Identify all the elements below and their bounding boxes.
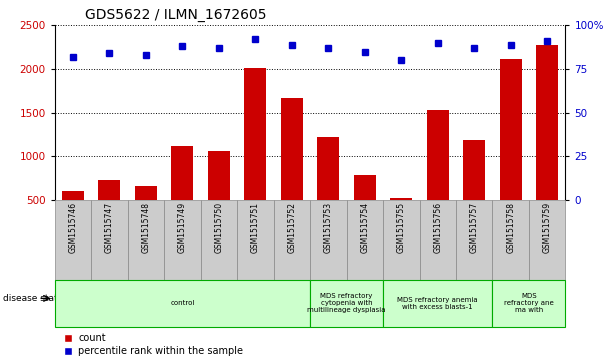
Text: MDS refractory anemia
with excess blasts-1: MDS refractory anemia with excess blasts… xyxy=(398,297,478,310)
Text: GSM1515749: GSM1515749 xyxy=(178,202,187,253)
Bar xyxy=(164,200,201,280)
Bar xyxy=(420,200,456,280)
Bar xyxy=(492,280,565,327)
Text: control: control xyxy=(170,300,195,306)
Bar xyxy=(274,200,310,280)
Text: GSM1515751: GSM1515751 xyxy=(251,202,260,253)
Bar xyxy=(55,200,91,280)
Bar xyxy=(310,280,383,327)
Bar xyxy=(128,200,164,280)
Bar xyxy=(98,180,120,243)
Bar xyxy=(317,137,339,243)
Bar xyxy=(55,280,310,327)
Text: GSM1515747: GSM1515747 xyxy=(105,202,114,253)
Bar xyxy=(91,200,128,280)
Bar xyxy=(347,200,383,280)
Text: GSM1515746: GSM1515746 xyxy=(69,202,77,253)
Bar xyxy=(244,68,266,243)
Text: disease state: disease state xyxy=(3,294,63,303)
Text: GSM1515750: GSM1515750 xyxy=(215,202,223,253)
Bar xyxy=(237,200,274,280)
Text: GSM1515757: GSM1515757 xyxy=(470,202,478,253)
Text: GSM1515752: GSM1515752 xyxy=(288,202,296,253)
Bar xyxy=(383,280,492,327)
Bar xyxy=(135,186,157,243)
Bar xyxy=(281,98,303,243)
Bar xyxy=(354,175,376,243)
Bar xyxy=(62,191,84,243)
Bar xyxy=(500,58,522,243)
Bar xyxy=(463,139,485,243)
Bar xyxy=(390,198,412,243)
Bar xyxy=(492,200,529,280)
Text: MDS refractory
cytopenia with
multilineage dysplasia: MDS refractory cytopenia with multilinea… xyxy=(307,293,386,313)
Bar xyxy=(383,200,420,280)
Text: GDS5622 / ILMN_1672605: GDS5622 / ILMN_1672605 xyxy=(85,8,267,22)
Bar xyxy=(427,110,449,243)
Bar xyxy=(171,146,193,243)
Legend: count, percentile rank within the sample: count, percentile rank within the sample xyxy=(60,330,247,360)
Bar xyxy=(529,200,565,280)
Bar xyxy=(310,200,347,280)
Text: GSM1515754: GSM1515754 xyxy=(361,202,369,253)
Bar xyxy=(201,200,237,280)
Text: GSM1515753: GSM1515753 xyxy=(324,202,333,253)
Text: GSM1515759: GSM1515759 xyxy=(543,202,551,253)
Text: GSM1515748: GSM1515748 xyxy=(142,202,150,253)
Text: GSM1515758: GSM1515758 xyxy=(506,202,515,253)
Text: MDS
refractory ane
ma with: MDS refractory ane ma with xyxy=(504,293,554,313)
Text: GSM1515756: GSM1515756 xyxy=(434,202,442,253)
Bar xyxy=(208,151,230,243)
Bar xyxy=(536,45,558,243)
Text: GSM1515755: GSM1515755 xyxy=(397,202,406,253)
Bar xyxy=(456,200,492,280)
